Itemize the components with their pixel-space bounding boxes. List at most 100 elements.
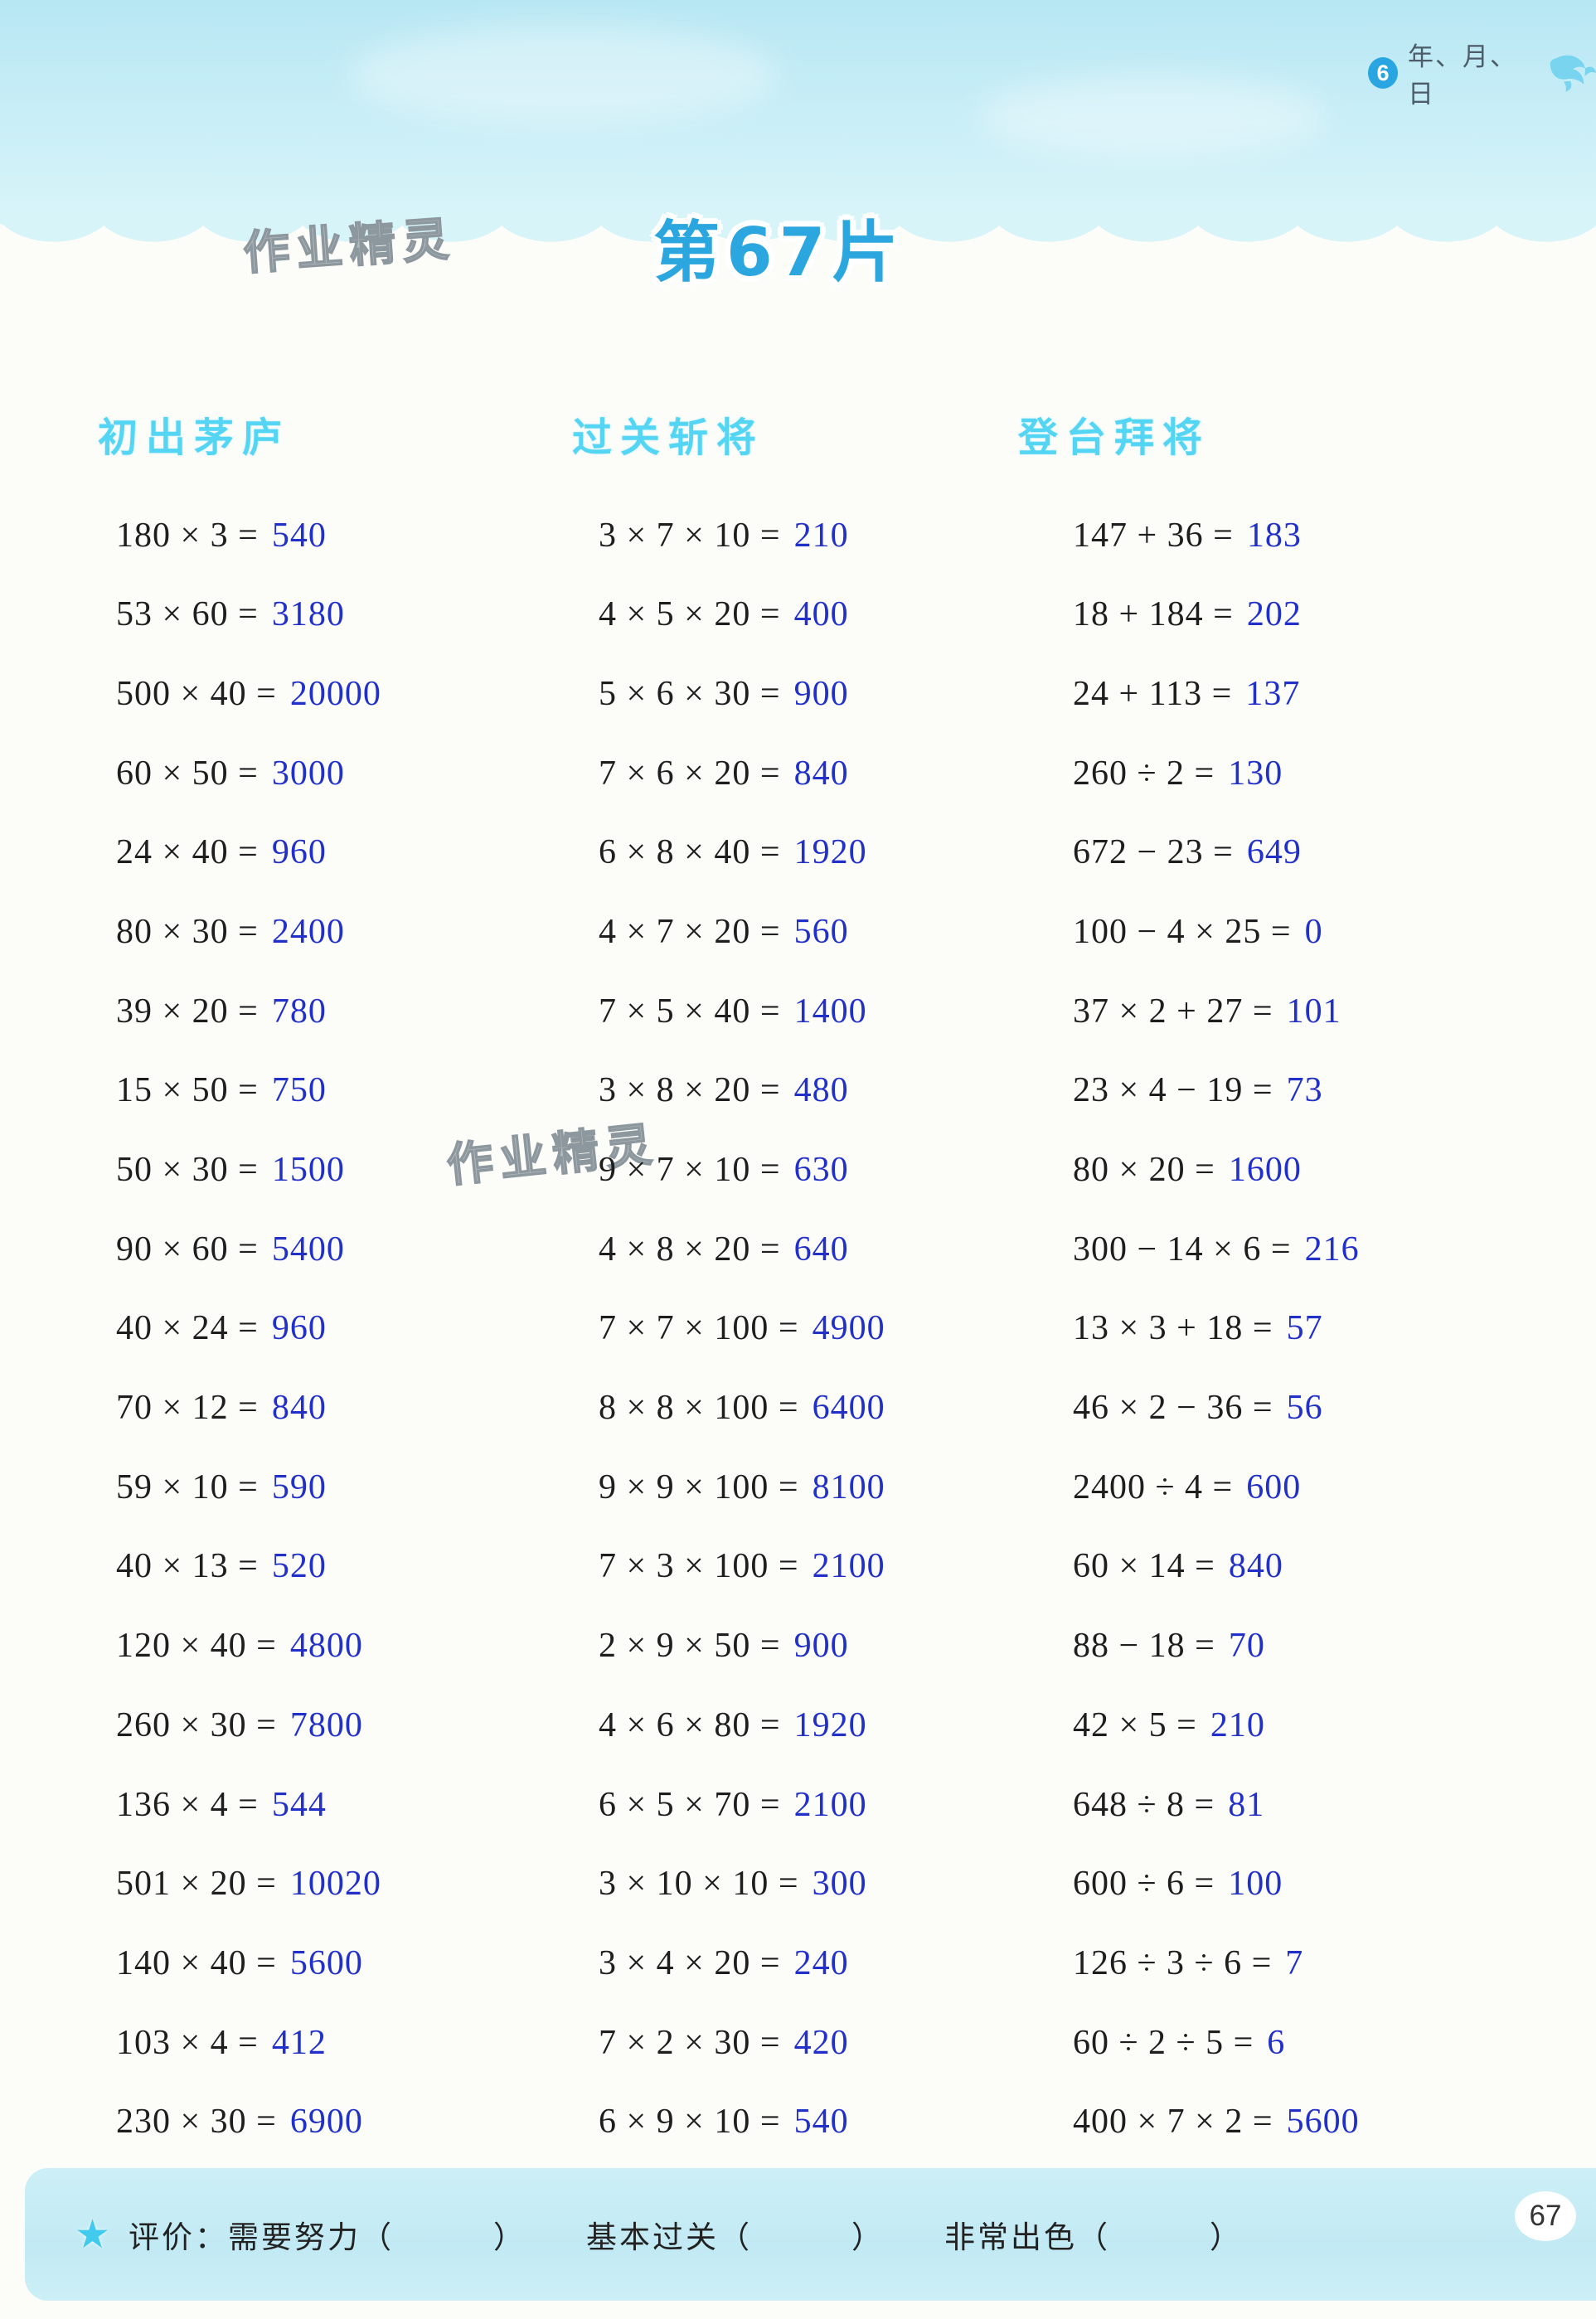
problem-answer: 1600 bbox=[1228, 1151, 1302, 1189]
problem-answer: 5600 bbox=[1286, 2103, 1360, 2142]
problem-expression: 8 × 8 × 100 = bbox=[599, 1389, 799, 1428]
problem-row: 400 × 7 × 2 = 5600 bbox=[1073, 2082, 1549, 2161]
problem-row: 70 × 12 = 840 bbox=[116, 1368, 570, 1448]
cloud-highlight bbox=[348, 25, 779, 124]
problem-row: 90 × 60 = 5400 bbox=[116, 1210, 570, 1289]
problem-row: 80 × 20 = 1600 bbox=[1073, 1130, 1549, 1210]
problem-answer: 540 bbox=[793, 2103, 849, 2142]
column-header: 登台拜将 bbox=[1018, 414, 1211, 461]
problem-expression: 60 × 50 = bbox=[116, 754, 259, 793]
problem-expression: 39 × 20 = bbox=[116, 992, 259, 1031]
problem-answer: 240 bbox=[793, 1943, 849, 1982]
problem-expression: 672 − 23 = bbox=[1073, 833, 1234, 872]
problem-row: 23 × 4 − 19 = 73 bbox=[1073, 1050, 1549, 1130]
column-dengtaibaijiang: 登台拜将 147 + 36 = 183 18 + 184 = 202 24 + 113 … bbox=[1018, 371, 1549, 2161]
problem-answer: 100 bbox=[1228, 1865, 1283, 1904]
problem-expression: 7 × 7 × 100 = bbox=[599, 1309, 799, 1348]
problem-row: 300 − 14 × 6 = 216 bbox=[1073, 1210, 1549, 1289]
problem-answer: 137 bbox=[1245, 674, 1301, 713]
evaluation-option: 非常出色（ ） bbox=[944, 2221, 1244, 2255]
problem-expression: 46 × 2 − 36 = bbox=[1073, 1389, 1273, 1428]
problem-expression: 23 × 4 − 19 = bbox=[1073, 1071, 1273, 1110]
problem-row: 88 − 18 = 70 bbox=[1073, 1606, 1549, 1686]
problem-row: 40 × 13 = 520 bbox=[116, 1527, 570, 1607]
problem-expression: 90 × 60 = bbox=[116, 1230, 259, 1269]
problem-row: 500 × 40 = 20000 bbox=[116, 654, 570, 734]
problem-answer: 590 bbox=[271, 1468, 327, 1506]
problem-answer: 2100 bbox=[793, 1785, 867, 1824]
problem-expression: 7 × 2 × 30 = bbox=[599, 2023, 781, 2062]
problem-answer: 130 bbox=[1228, 754, 1283, 793]
problem-answer: 840 bbox=[793, 754, 849, 793]
problem-row: 100 − 4 × 25 = 0 bbox=[1073, 892, 1549, 972]
evaluation-option: 需要努力（ ） bbox=[228, 2221, 527, 2255]
problem-answer: 5600 bbox=[289, 1943, 363, 1982]
problem-row: 6 × 8 × 40 = 1920 bbox=[599, 813, 1016, 892]
problem-answer: 600 bbox=[1246, 1468, 1302, 1506]
problem-answer: 649 bbox=[1246, 833, 1302, 872]
problem-row: 4 × 8 × 20 = 640 bbox=[599, 1210, 1016, 1289]
problem-answer: 73 bbox=[1286, 1071, 1323, 1110]
problem-expression: 5 × 6 × 30 = bbox=[599, 674, 781, 713]
problem-row: 59 × 10 = 590 bbox=[116, 1448, 570, 1527]
problem-expression: 140 × 40 = bbox=[116, 1943, 277, 1982]
problem-row: 230 × 30 = 6900 bbox=[116, 2082, 570, 2161]
column-header: 过关斩将 bbox=[572, 414, 765, 461]
problem-expression: 42 × 5 = bbox=[1073, 1705, 1197, 1744]
problem-row: 9 × 7 × 10 = 630 bbox=[599, 1130, 1016, 1210]
problem-answer: 4900 bbox=[812, 1309, 885, 1348]
problem-row: 260 × 30 = 7800 bbox=[116, 1686, 570, 1765]
problem-expression: 147 + 36 = bbox=[1073, 516, 1234, 555]
unit-header: 6 年、月、日 bbox=[1368, 42, 1596, 109]
problem-row: 147 + 36 = 183 bbox=[1073, 496, 1549, 575]
problem-answer: 56 bbox=[1286, 1389, 1323, 1428]
evaluation-option: 基本过关（ ） bbox=[586, 2221, 885, 2255]
problem-expression: 3 × 10 × 10 = bbox=[599, 1865, 799, 1904]
problem-row: 8 × 8 × 100 = 6400 bbox=[599, 1368, 1016, 1448]
problem-row: 140 × 40 = 5600 bbox=[116, 1924, 570, 2003]
problem-row: 60 ÷ 2 ÷ 5 = 6 bbox=[1073, 2003, 1549, 2083]
problem-answer: 6 bbox=[1267, 2023, 1286, 2062]
problem-expression: 59 × 10 = bbox=[116, 1468, 259, 1506]
problem-expression: 120 × 40 = bbox=[116, 1627, 277, 1666]
problem-answer: 4800 bbox=[289, 1627, 363, 1666]
problem-answer: 70 bbox=[1228, 1627, 1265, 1666]
problem-answer: 750 bbox=[271, 1071, 327, 1110]
problem-answer: 960 bbox=[271, 833, 327, 872]
problem-answer: 1400 bbox=[793, 992, 867, 1031]
problem-expression: 40 × 13 = bbox=[116, 1547, 259, 1586]
problem-row: 60 × 50 = 3000 bbox=[116, 734, 570, 813]
problem-answer: 960 bbox=[271, 1309, 327, 1348]
problem-answer: 900 bbox=[793, 674, 849, 713]
problem-row: 126 ÷ 3 ÷ 6 = 7 bbox=[1073, 1924, 1549, 2003]
unit-title: 年、月、日 bbox=[1408, 42, 1517, 109]
problem-expression: 7 × 5 × 40 = bbox=[599, 992, 781, 1031]
problem-answer: 780 bbox=[271, 992, 327, 1031]
problem-answer: 2400 bbox=[271, 912, 345, 951]
problem-answer: 560 bbox=[793, 912, 849, 951]
star-icon: ★ bbox=[75, 2211, 111, 2258]
problem-answer: 101 bbox=[1286, 992, 1341, 1031]
problem-list: 180 × 3 = 540 53 × 60 = 3180 500 × 40 = 20000… bbox=[116, 496, 570, 2161]
problem-answer: 7800 bbox=[289, 1705, 363, 1744]
problem-row: 24 + 113 = 137 bbox=[1073, 654, 1549, 734]
problem-answer: 5400 bbox=[271, 1230, 345, 1269]
problem-expression: 7 × 6 × 20 = bbox=[599, 754, 781, 793]
problem-expression: 53 × 60 = bbox=[116, 595, 259, 634]
problem-row: 136 × 4 = 544 bbox=[116, 1765, 570, 1845]
problem-expression: 70 × 12 = bbox=[116, 1389, 259, 1428]
column-chuchumaolu: 初出茅庐 180 × 3 = 540 53 × 60 = 3180 500 × 40 =… bbox=[98, 371, 570, 2161]
problem-expression: 50 × 30 = bbox=[116, 1151, 259, 1189]
problem-row: 60 × 14 = 840 bbox=[1073, 1527, 1549, 1607]
problem-expression: 300 − 14 × 6 = bbox=[1073, 1230, 1292, 1269]
problem-answer: 216 bbox=[1304, 1230, 1360, 1269]
problem-expression: 18 + 184 = bbox=[1073, 595, 1234, 634]
problem-answer: 6400 bbox=[812, 1389, 885, 1428]
problem-expression: 100 − 4 × 25 = bbox=[1073, 912, 1292, 951]
problem-answer: 840 bbox=[271, 1389, 327, 1428]
problem-row: 2 × 9 × 50 = 900 bbox=[599, 1606, 1016, 1686]
problem-row: 13 × 3 + 18 = 57 bbox=[1073, 1289, 1549, 1369]
problem-answer: 3180 bbox=[271, 595, 345, 634]
problem-answer: 544 bbox=[271, 1785, 327, 1824]
wave-edge bbox=[0, 212, 1596, 242]
